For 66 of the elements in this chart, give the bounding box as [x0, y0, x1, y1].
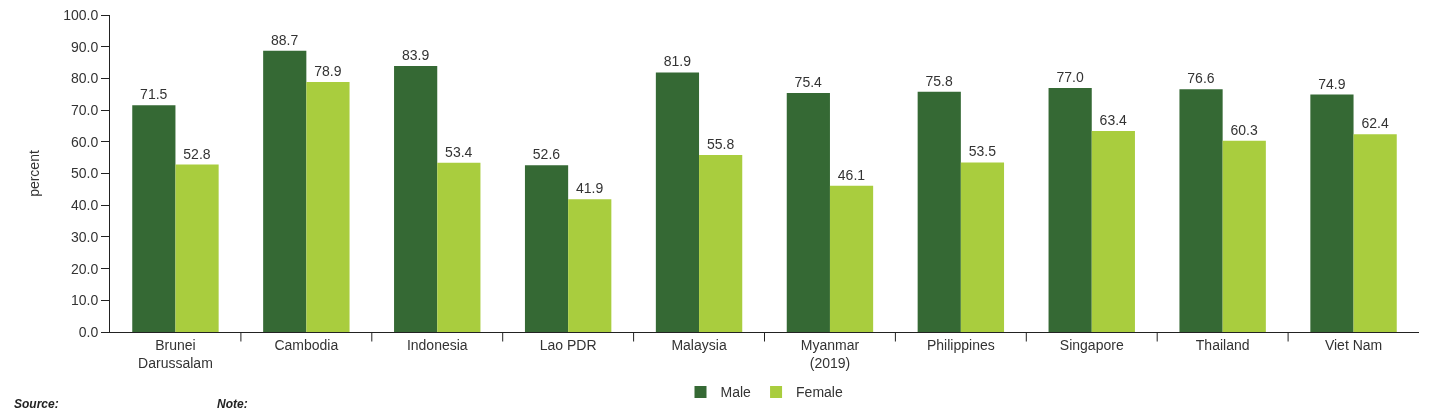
data-label: 81.9	[663, 53, 692, 70]
x-tick-label: Lao PDR	[539, 336, 597, 353]
bar	[1310, 94, 1354, 332]
bar	[917, 91, 961, 332]
y-tick-label: 0.0	[78, 323, 99, 340]
x-tick-label: Brunei Darussalam	[138, 336, 213, 371]
bar	[699, 155, 743, 332]
source-note: Source:	[14, 397, 59, 411]
bar	[394, 66, 438, 332]
y-tick-label: 80.0	[70, 70, 99, 87]
x-tick-label: Malaysia	[671, 336, 727, 353]
y-tick-label: 30.0	[70, 228, 99, 245]
x-tick-label: Philippines	[926, 336, 995, 353]
data-label: 55.8	[706, 136, 735, 153]
bar	[960, 162, 1005, 332]
bar	[1222, 140, 1266, 332]
bar	[655, 72, 700, 332]
data-label: 78.9	[314, 62, 342, 79]
data-label: 53.4	[445, 143, 473, 160]
y-tick-label: 50.0	[70, 165, 99, 182]
data-label: 41.9	[576, 180, 604, 197]
data-label: 52.6	[532, 146, 561, 163]
legend-label: Female	[796, 384, 843, 401]
x-tick-label: Viet Nam	[1324, 336, 1383, 353]
bar	[1048, 87, 1092, 332]
bar	[263, 50, 307, 332]
bar	[568, 199, 612, 332]
y-tick-label: 60.0	[70, 133, 99, 150]
bar	[1353, 134, 1397, 332]
data-label: 71.5	[140, 86, 168, 103]
x-tick-label: Indonesia	[406, 336, 468, 353]
bar	[175, 164, 219, 332]
data-label: 63.4	[1099, 112, 1128, 129]
x-tick-label: Myanmar (2019)	[800, 336, 860, 371]
data-label: 74.9	[1318, 75, 1346, 92]
bar	[786, 92, 830, 332]
x-tick-label: Singapore	[1059, 336, 1124, 353]
y-tick-label: 70.0	[70, 102, 99, 118]
y-tick-label: 40.0	[70, 197, 99, 214]
y-tick-label: 100.0	[63, 6, 99, 23]
bar	[132, 105, 176, 332]
y-tick-label: 90.0	[70, 38, 99, 55]
x-tick-label: Cambodia	[274, 336, 339, 353]
data-label: 77.0	[1056, 68, 1084, 85]
y-tick-label: 20.0	[70, 260, 99, 277]
data-label: 83.9	[401, 47, 430, 64]
data-label: 75.4	[794, 73, 823, 90]
data-label: 60.3	[1230, 121, 1258, 138]
bar	[306, 81, 350, 332]
bar	[524, 165, 569, 332]
y-tick-label: 10.0	[70, 292, 99, 309]
data-label: 53.5	[968, 143, 997, 160]
x-tick-label: Thailand	[1195, 336, 1250, 353]
bar	[1091, 131, 1135, 332]
data-label: 52.8	[183, 145, 211, 162]
data-label: 88.7	[271, 31, 299, 48]
bar	[829, 185, 874, 332]
data-label: 76.6	[1187, 70, 1215, 87]
data-label: 62.4	[1361, 115, 1389, 132]
legend-label: Male	[720, 384, 752, 401]
data-label: 46.1	[837, 166, 866, 183]
bar	[437, 162, 481, 332]
y-axis-title: percent	[25, 150, 42, 197]
bar	[1179, 89, 1223, 332]
text: Note:	[217, 397, 248, 411]
data-label: 75.8	[925, 72, 953, 89]
